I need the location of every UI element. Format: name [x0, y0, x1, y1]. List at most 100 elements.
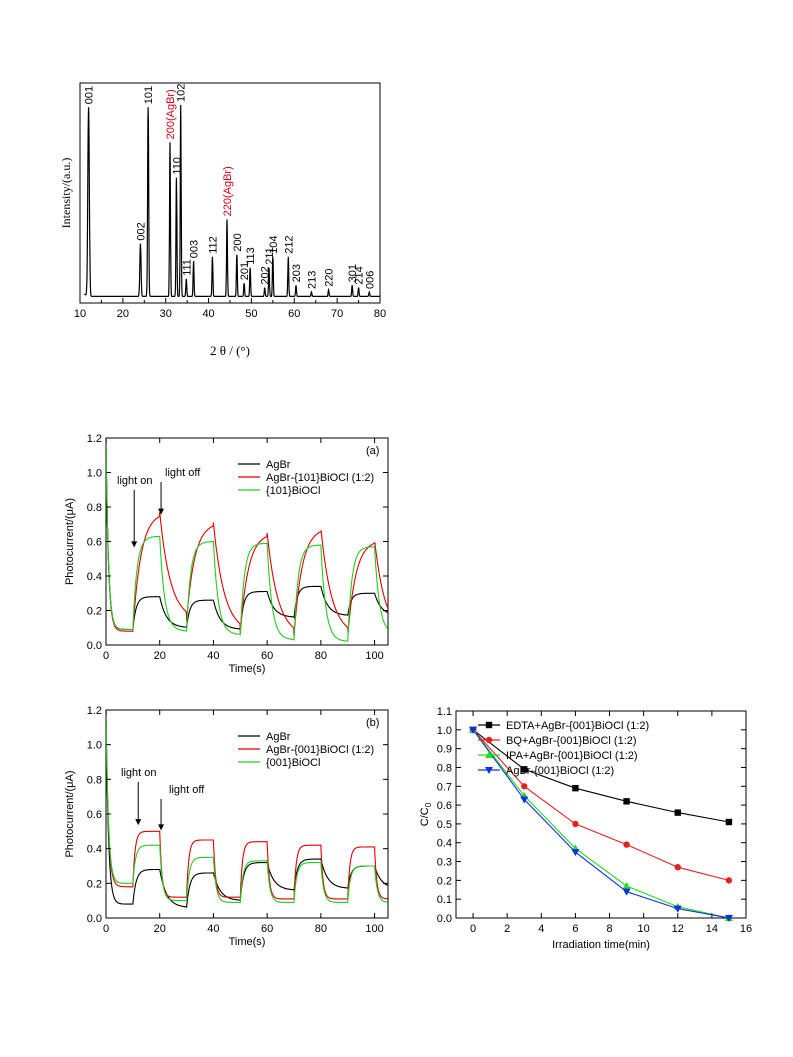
plot-frame [105, 437, 389, 646]
xrd-xtick-label: 70 [331, 308, 343, 320]
photo-b-chart-series-1-line [106, 710, 388, 900]
xrd-y-axis-label: Intensity/(a.u.) [59, 158, 73, 229]
xrd-peak-label: 006 [364, 271, 376, 289]
xrd-peak-label: 301 [347, 264, 359, 282]
xrd-x-axis-label: 2 θ / (°) [210, 343, 250, 358]
photo-b-chart-xtick-label: 20 [154, 923, 166, 935]
photo-a-chart: 0 20 40 60 80 100 0.0 0.2 0.4 0.6 0.8 1.0 1.2 Time(s)… [64, 433, 389, 675]
photo-b-chart-legend-label-0: AgBr [266, 731, 291, 743]
xrd-peak-label: 002 [135, 222, 147, 240]
degradation-series-1-point [572, 820, 579, 828]
xrd-peak-label: 214 [354, 266, 366, 284]
degradation-x-axis-label: Irradiation time(min) [552, 939, 650, 951]
photo-a-chart-series-1-line [106, 438, 388, 637]
degradation-series-0-point [521, 766, 528, 773]
degradation-legend-marker-0 [485, 721, 493, 729]
degradation-series-0-point [623, 798, 630, 805]
degradation-series-1-line [472, 729, 730, 881]
photo-b-chart: 0 20 40 60 80 100 0.0 0.2 0.4 0.6 0.8 1.0 1.2 Time(s)… [64, 705, 389, 948]
degradation-chart: 0 2 4 6 8 10 12 14 16 0.0 0.1 0.2 0.3 0.4 0.5 0.6 0.7 0.8… [419, 706, 752, 951]
degradation-ytick-label: 0.1 [437, 894, 452, 906]
degradation-xtick-label: 12 [672, 923, 684, 935]
photo-b-chart-x-axis-label: Time(s) [229, 936, 266, 948]
degradation-series-2-point [622, 882, 631, 890]
photo-b-chart-ytick-label: 0.2 [87, 878, 102, 890]
photo-a-chart-legend-label-2: {101}BiOCl [266, 485, 320, 497]
photo-b-chart-xtick-label: 40 [207, 923, 219, 935]
photo-b-chart-legend-label-1: AgBr-{001}BiOCl (1:2) [266, 744, 374, 756]
photo-b-chart-annotation-arrowhead-1 [158, 824, 165, 831]
degradation-ytick-label: 0.0 [437, 913, 452, 925]
degradation-legend-marker-1 [485, 736, 493, 744]
xrd-xtick-label: 60 [288, 308, 300, 320]
photo-b-chart-y-axis-label: Photocurrent/(μA) [64, 770, 76, 857]
photo-b-chart-ytick-label: 1.2 [87, 705, 102, 717]
photo-a-chart-xtick-label: 40 [207, 650, 219, 662]
photo-b-chart-xtick-label: 60 [261, 923, 273, 935]
photo-a-chart-xtick-label: 0 [103, 650, 109, 662]
degradation-series-1-point [674, 863, 681, 871]
xrd-peak-label: 213 [306, 271, 318, 289]
degradation-ytick-label: 1.1 [437, 706, 452, 718]
degradation-series-1-point [521, 783, 528, 790]
photo-a-chart-ytick-label: 0.0 [87, 640, 102, 652]
xrd-peak-label: 202 [260, 266, 272, 284]
xrd-peak-label: 110 [171, 157, 183, 175]
degradation-xtick-label: 2 [504, 923, 510, 935]
degradation-series-0-point [725, 818, 733, 826]
xrd-peak-label: 001 [84, 86, 96, 104]
xrd-pattern-line [84, 104, 380, 297]
photo-b-chart-ytick-label: 0.4 [87, 844, 102, 856]
photo-a-chart-ytick-label: 0.6 [87, 537, 102, 549]
xrd-peak-label: 101 [143, 86, 155, 104]
photo-b-chart-xtick-label: 100 [365, 923, 383, 935]
photo-a-chart-xtick-label: 60 [261, 650, 273, 662]
xrd-peak-label: 212 [283, 235, 295, 253]
photo-b-chart-ytick-label: 0.6 [87, 809, 102, 821]
xrd-peak-label: 003 [189, 240, 201, 258]
degradation-ytick-label: 1.0 [437, 725, 452, 737]
degradation-ytick-label: 0.4 [437, 838, 452, 850]
photo-a-chart-ytick-label: 1.0 [87, 468, 102, 480]
xrd-peak-label: 201 [239, 262, 251, 280]
degradation-legend-label-0: EDTA+AgBr-{001}BiOCl (1:2) [506, 720, 649, 732]
photo-b-chart-series-2-line [106, 710, 388, 903]
photo-b-chart-panel-label: (b) [366, 717, 379, 729]
photo-a-chart-annotation-arrowhead-1 [158, 508, 165, 515]
degradation-series-1-point [623, 841, 630, 848]
degradation-xtick-label: 0 [470, 923, 476, 935]
xrd-xtick-label: 50 [245, 308, 257, 320]
xrd-peak-label: 211 [264, 247, 276, 265]
photo-a-chart-plot-area [106, 438, 388, 642]
plot-frame [105, 709, 389, 919]
photo-a-chart-xtick-label: 100 [365, 650, 383, 662]
degradation-ytick-label: 0.8 [437, 762, 452, 774]
photo-a-chart-xtick-label: 20 [154, 650, 166, 662]
xrd-peak-label: 200 [232, 233, 244, 251]
photo-a-chart-ytick-label: 0.2 [87, 606, 102, 618]
degradation-ytick-label: 0.2 [437, 875, 452, 887]
photo-a-chart-legend-label-0: AgBr [266, 459, 291, 471]
photo-a-chart-xtick-label: 80 [315, 650, 327, 662]
photo-b-chart-annotation-1: light off [169, 784, 205, 796]
xrd-xtick-label: 40 [202, 308, 214, 320]
degradation-series-3-point [673, 905, 682, 913]
xrd-xtick-label: 30 [160, 308, 172, 320]
degradation-legend-marker-2 [485, 751, 493, 758]
degradation-y-axis-label: C/C0 [419, 802, 433, 826]
photo-b-chart-ytick-label: 0.8 [87, 774, 102, 786]
photo-a-chart-y-axis-label: Photocurrent/(μA) [64, 498, 76, 585]
photo-a-chart-series-2-line [106, 438, 388, 642]
degradation-series-3-point [469, 726, 478, 734]
xrd-xtick-label: 80 [374, 308, 386, 320]
xrd-peak-label: 111 [181, 259, 193, 276]
degradation-legend-label-3: AgBr-{001}BiOCl (1:2) [506, 765, 614, 777]
xrd-peak-label: 200(AgBr) [165, 89, 177, 139]
xrd-peak-label: 203 [291, 264, 303, 282]
photo-a-chart-ytick-label: 0.4 [87, 571, 102, 583]
degradation-legend-label-1: BQ+AgBr-{001}BiOCl (1:2) [506, 735, 637, 747]
degradation-ytick-label: 0.9 [437, 744, 452, 756]
photo-b-chart-ytick-label: 1.0 [87, 740, 102, 752]
